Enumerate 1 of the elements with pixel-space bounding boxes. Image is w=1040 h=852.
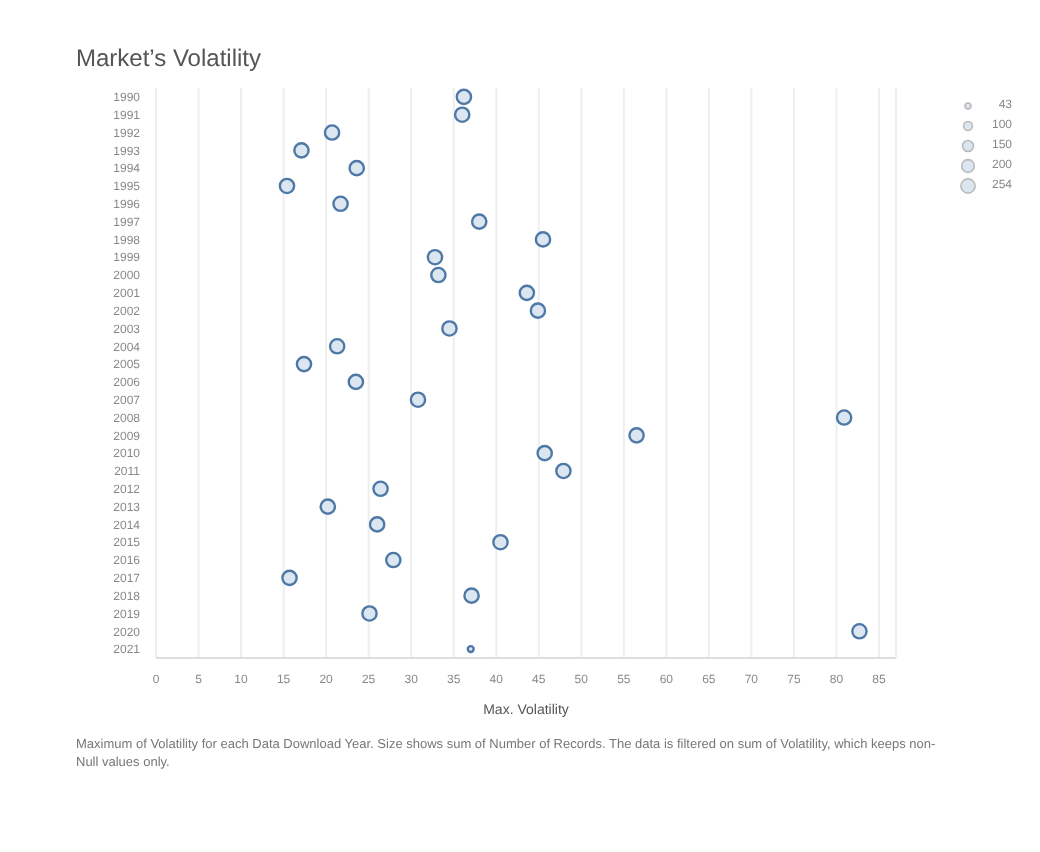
chart-title: Market’s Volatility: [76, 44, 261, 72]
